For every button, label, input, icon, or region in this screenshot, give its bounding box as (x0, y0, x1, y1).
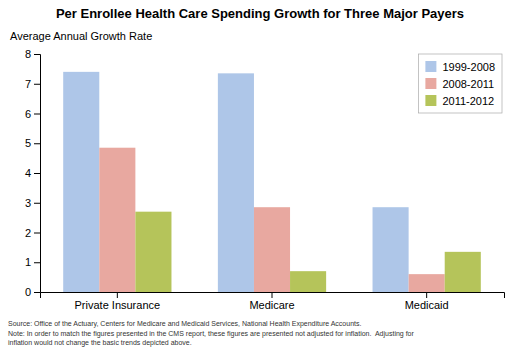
source-line: Source: Office of the Actuary, Centers f… (8, 320, 361, 328)
y-tick-label: 4 (25, 167, 31, 179)
legend-item: 2011-2012 (425, 95, 494, 107)
y-tick-mark (34, 292, 40, 293)
legend-label: 2011-2012 (442, 95, 494, 107)
legend-label: 1999-2008 (442, 61, 495, 73)
bar-series (63, 72, 408, 292)
x-tick-mark (117, 292, 118, 298)
bar (445, 252, 481, 292)
source: Source: Office of the Actuary, Centers f… (8, 320, 415, 347)
x-tick-label: Medicare (249, 299, 294, 311)
bar (254, 207, 290, 292)
y-tick-mark (34, 84, 40, 85)
y-tick-mark (34, 233, 40, 234)
legend-item: 1999-2008 (425, 61, 495, 73)
x-tick: Medicare (249, 292, 294, 311)
title: Per Enrollee Health Care Spending Growth… (56, 6, 464, 21)
x-tick-label: Private Insurance (75, 299, 161, 311)
legend-label: 2008-2011 (442, 78, 494, 90)
x-axis: Private Insurance Medicare Medicaid (41, 292, 505, 311)
y-tick-label: 7 (25, 78, 31, 90)
x-tick: Private Insurance (75, 292, 161, 311)
bar (135, 212, 171, 292)
y-tick-label: 3 (25, 197, 31, 209)
x-axis-line (41, 293, 505, 299)
y-axis-line (34, 55, 41, 293)
y-tick: 0 (25, 286, 40, 298)
subtitle: Average Annual Growth Rate (10, 30, 152, 42)
bar (218, 73, 254, 292)
x-tick-mark (272, 292, 273, 298)
y-tick: 1 (25, 256, 40, 268)
legend-swatch (425, 61, 436, 72)
y-tick-mark (34, 203, 40, 204)
source-line: Note: In order to match the figures pres… (8, 330, 415, 338)
legend-swatch (425, 78, 436, 89)
legend-frame (418, 54, 502, 113)
bar (409, 274, 445, 292)
bar (290, 271, 326, 292)
y-tick: 5 (25, 137, 40, 149)
y-tick-label: 6 (25, 108, 31, 120)
bar (99, 148, 135, 292)
y-tick: 7 (25, 78, 40, 90)
y-tick-label: 0 (25, 286, 31, 298)
y-tick: 3 (25, 197, 40, 209)
y-tick-mark (34, 54, 40, 55)
y-tick-label: 5 (25, 137, 31, 149)
y-tick-label: 8 (25, 48, 31, 60)
plot: 0 1 2 3 4 5 6 7 8 Private Insurance Medicare Medica… (25, 48, 505, 311)
x-tick-label: Medicaid (405, 299, 449, 311)
bar-series (135, 212, 480, 292)
y-tick-label: 2 (25, 227, 31, 239)
y-tick: 4 (25, 167, 40, 179)
x-tick: Medicaid (405, 292, 449, 311)
y-tick: 6 (25, 108, 40, 120)
y-tick-mark (34, 262, 40, 263)
bar (63, 72, 99, 292)
source-line: inflation would not change the basic tre… (8, 339, 192, 347)
chart: Per Enrollee Health Care Spending Growth… (0, 0, 520, 354)
y-axis: 0 1 2 3 4 5 6 7 8 (25, 48, 41, 298)
y-tick: 2 (25, 227, 40, 239)
legend-item: 2008-2011 (425, 78, 494, 90)
y-tick-mark (34, 173, 40, 174)
y-tick-mark (34, 114, 40, 115)
bar (373, 207, 409, 292)
x-tick-mark (426, 292, 427, 298)
y-tick: 8 (25, 48, 40, 60)
legend: 1999-2008 2008-2011 2011-2012 (418, 54, 502, 113)
y-tick-label: 1 (25, 256, 31, 268)
legend-swatch (425, 95, 436, 106)
bar-series (99, 148, 444, 292)
y-tick-mark (34, 143, 40, 144)
